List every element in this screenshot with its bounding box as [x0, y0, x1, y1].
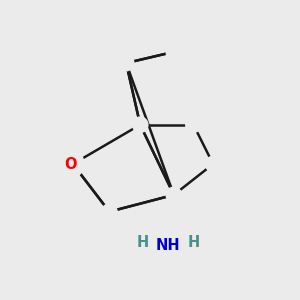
Circle shape: [166, 187, 182, 202]
Circle shape: [118, 56, 134, 71]
Text: H: H: [187, 235, 200, 250]
Text: H: H: [137, 235, 149, 250]
Circle shape: [143, 214, 205, 276]
Text: NH: NH: [156, 238, 181, 253]
Circle shape: [102, 204, 117, 219]
Circle shape: [56, 150, 84, 178]
Text: O: O: [64, 157, 76, 172]
Circle shape: [186, 117, 201, 133]
Circle shape: [133, 117, 148, 133]
Circle shape: [166, 44, 182, 60]
Circle shape: [206, 156, 221, 172]
